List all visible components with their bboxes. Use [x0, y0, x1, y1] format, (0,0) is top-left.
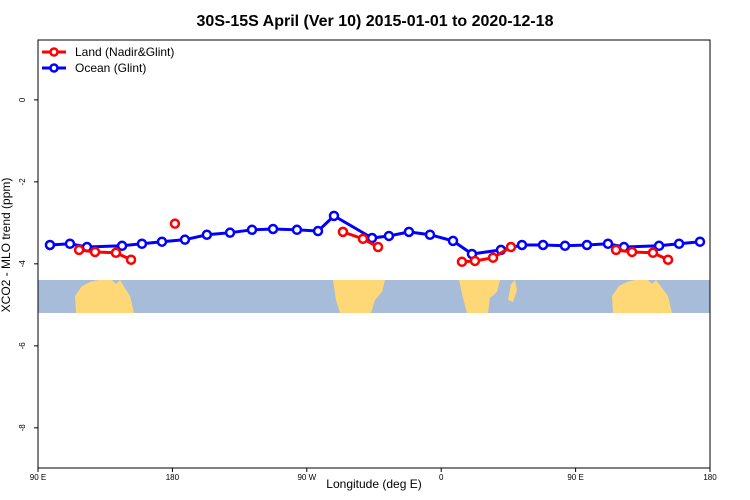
legend-label-ocean: Ocean (Glint) [75, 61, 146, 75]
ocean-data-point [424, 229, 436, 240]
ocean-data-point [179, 234, 191, 245]
ocean-data-point [291, 224, 303, 236]
y-axis-label: XCO2 - MLO trend (ppm) [0, 178, 13, 313]
ocean-data-point [201, 229, 213, 240]
y-tick-label: -2 [18, 178, 27, 186]
ocean-data-point [653, 240, 665, 252]
ocean-data-point [224, 227, 236, 238]
land-data-point [505, 241, 517, 253]
x-tick-label: 90 W [297, 473, 316, 482]
land-shape [459, 280, 500, 313]
ocean-data-point [116, 240, 128, 252]
ocean-data-point [267, 223, 279, 235]
land-data-point [169, 218, 181, 229]
map-strip [38, 280, 710, 313]
legend: Land (Nadir&Glint) Ocean (Glint) [42, 45, 174, 75]
land-shape [75, 280, 134, 313]
land-data-point [662, 254, 674, 265]
land-data-point [125, 254, 137, 265]
land-data-point [372, 241, 384, 253]
land-data-point [337, 226, 349, 238]
ocean-data-point [64, 238, 76, 250]
ocean-data-point [581, 239, 593, 251]
x-tick-label: 180 [703, 473, 717, 482]
ocean-data-point [602, 238, 614, 250]
ocean-data-point [383, 230, 395, 242]
y-axis: 0 -2 -4 -6 -8 [18, 97, 38, 431]
land-data-point [647, 247, 659, 259]
land-data-point [487, 252, 499, 263]
ocean-data-point [312, 225, 324, 237]
land-series-line [78, 248, 132, 262]
ocean-data-point [403, 226, 415, 238]
land-data-point [610, 244, 622, 256]
land-shape [612, 280, 672, 313]
y-tick-label: -6 [18, 342, 27, 350]
land-data-point [469, 255, 481, 267]
land-series-line [615, 248, 669, 262]
ocean-data-point [246, 224, 258, 236]
plot-frame [37, 39, 711, 469]
x-tick-label: 90 E [30, 473, 46, 482]
legend-marker-ocean [49, 63, 59, 73]
x-tick-label: 90 E [567, 473, 583, 482]
ocean-data-point [559, 240, 571, 252]
legend-marker-land [49, 47, 59, 57]
ocean-data-point [44, 239, 56, 251]
ocean-data-point [694, 236, 706, 247]
legend-label-land: Land (Nadir&Glint) [75, 45, 174, 59]
x-axis-label: Longitude (deg E) [326, 477, 421, 491]
ocean-data-point [673, 238, 685, 250]
ocean-data-point [136, 238, 148, 250]
y-tick-label: 0 [18, 97, 27, 102]
ocean-data-point [328, 210, 340, 222]
land-data-point [110, 247, 122, 259]
land-data-point [357, 233, 369, 245]
x-axis: 90 E 180 90 W 0 90 E 180 [30, 468, 717, 482]
chart-title: 30S-15S April (Ver 10) 2015-01-01 to 202… [197, 13, 554, 30]
ocean-data-point [156, 236, 168, 247]
ocean-data-point [537, 239, 549, 251]
ocean-data-point [447, 235, 459, 247]
land-series-line [461, 245, 512, 264]
land-shape [333, 280, 385, 313]
series-group [44, 210, 706, 268]
land-shape [508, 280, 517, 302]
land-data-point [89, 246, 101, 258]
land-data-point [626, 246, 638, 258]
land-data-point [73, 244, 85, 256]
x-tick-label: 0 [439, 473, 444, 482]
land-data-point [456, 256, 468, 268]
x-tick-label: 180 [166, 473, 180, 482]
y-tick-label: -8 [18, 424, 27, 432]
y-tick-label: -4 [18, 260, 27, 268]
ocean-data-point [516, 239, 528, 251]
